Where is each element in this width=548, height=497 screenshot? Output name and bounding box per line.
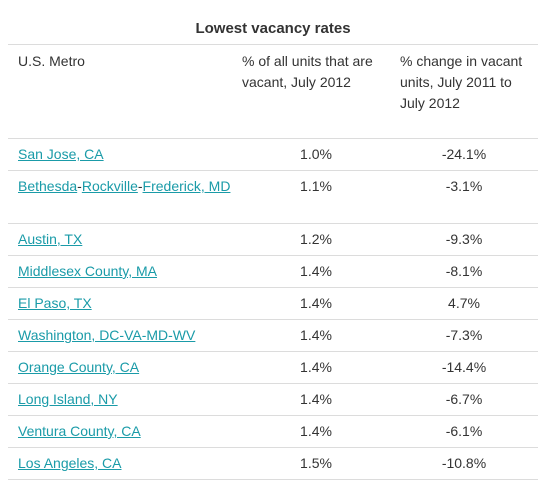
metro-link[interactable]: Long Island, NY (18, 391, 118, 407)
table-row: San Jose, CA 1.0% -24.1% (8, 139, 538, 171)
change-value: 4.7% (448, 295, 480, 311)
table-title: Lowest vacancy rates (8, 13, 538, 45)
metro-link[interactable]: Washington, DC-VA-MD-WV (18, 327, 196, 343)
table-row: Ventura County, CA 1.4% -6.1% (8, 416, 538, 448)
vacant-value: 1.4% (300, 359, 332, 375)
metro-link[interactable]: El Paso, TX (18, 295, 92, 311)
table-row: Washington, DC-VA-MD-WV 1.4% -7.3% (8, 320, 538, 352)
table-row: Middlesex County, MA 1.4% -8.1% (8, 256, 538, 288)
table-header-row: U.S. Metro % of all units that are vacan… (8, 45, 538, 139)
metro-link[interactable]: San Jose, CA (18, 146, 104, 162)
vacant-value: 1.1% (300, 178, 332, 194)
metro-link[interactable]: Orange County, CA (18, 359, 140, 375)
change-value: -24.1% (441, 146, 487, 162)
metro-link[interactable]: Los Angeles, CA (18, 455, 122, 471)
link-separator: - (77, 178, 82, 194)
table-row: Austin, TX 1.2% -9.3% (8, 224, 538, 256)
vacant-value: 1.2% (300, 231, 332, 247)
change-value: -9.3% (445, 231, 483, 247)
metro-link[interactable]: Ventura County, CA (18, 423, 141, 439)
vacant-value: 1.4% (300, 391, 332, 407)
header-change-percent: % change in vacant units, July 2011 to J… (400, 53, 523, 111)
change-value: -6.1% (445, 423, 483, 439)
vacant-value: 1.5% (300, 455, 332, 471)
vacant-value: 1.4% (300, 423, 332, 439)
change-value: -10.8% (441, 455, 487, 471)
table-row: Long Island, NY 1.4% -6.7% (8, 384, 538, 416)
metro-link-rockville[interactable]: Rockville (81, 178, 138, 194)
metro-link[interactable]: Austin, TX (18, 231, 83, 247)
change-value: -7.3% (445, 327, 483, 343)
table-row: El Paso, TX 1.4% 4.7% (8, 288, 538, 320)
table-row: Los Angeles, CA 1.5% -10.8% (8, 448, 538, 480)
vacancy-table: Lowest vacancy rates U.S. Metro % of all… (8, 13, 538, 480)
header-vacant-percent: % of all units that are vacant, July 201… (242, 53, 373, 90)
vacant-value: 1.0% (300, 146, 332, 162)
vacant-value: 1.4% (300, 295, 332, 311)
change-value: -3.1% (445, 178, 483, 194)
metro-link[interactable]: Middlesex County, MA (18, 263, 158, 279)
metro-link-frederick[interactable]: Frederick, MD (142, 178, 231, 194)
metro-link-bethesda[interactable]: Bethesda (18, 178, 78, 194)
link-separator: - (137, 178, 143, 194)
vacant-value: 1.4% (300, 263, 332, 279)
vacant-value: 1.4% (300, 327, 332, 343)
change-value: -6.7% (445, 391, 483, 407)
table-row: Orange County, CA 1.4% -14.4% (8, 352, 538, 384)
change-value: -14.4% (441, 359, 487, 375)
table-row: Bethesda-Rockville-Frederick, MD 1.1% -3… (8, 171, 538, 224)
header-metro: U.S. Metro (18, 53, 85, 69)
change-value: -8.1% (445, 263, 483, 279)
